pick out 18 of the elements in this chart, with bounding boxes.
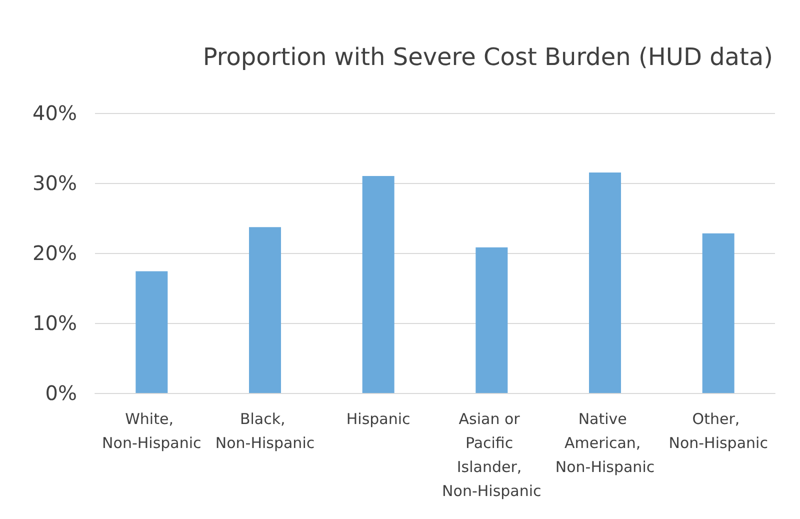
bar [362, 176, 394, 393]
x-tick-label: Other, Non-Hispanic [668, 410, 768, 452]
chart-title: Proportion with Severe Cost Burden (HUD data) [202, 43, 774, 71]
y-tick-label: 0% [45, 381, 77, 405]
x-tick-label: White, Non-Hispanic [102, 410, 202, 452]
y-tick-label: 40% [32, 101, 77, 125]
x-tick-label: Hispanic [346, 410, 410, 428]
x-tick-label: Asian or Pacific Islander, Non-Hispanic [442, 410, 542, 500]
bar [136, 271, 168, 393]
x-tick-label: Native American, Non-Hispanic [555, 410, 655, 476]
y-tick-label: 30% [32, 171, 77, 195]
bar [249, 227, 281, 393]
bar [476, 247, 508, 393]
y-tick-label: 20% [32, 241, 77, 265]
bar [702, 233, 734, 393]
x-tick-label: Black, Non-Hispanic [215, 410, 315, 452]
bar [589, 172, 621, 393]
y-tick-label: 10% [32, 311, 77, 335]
